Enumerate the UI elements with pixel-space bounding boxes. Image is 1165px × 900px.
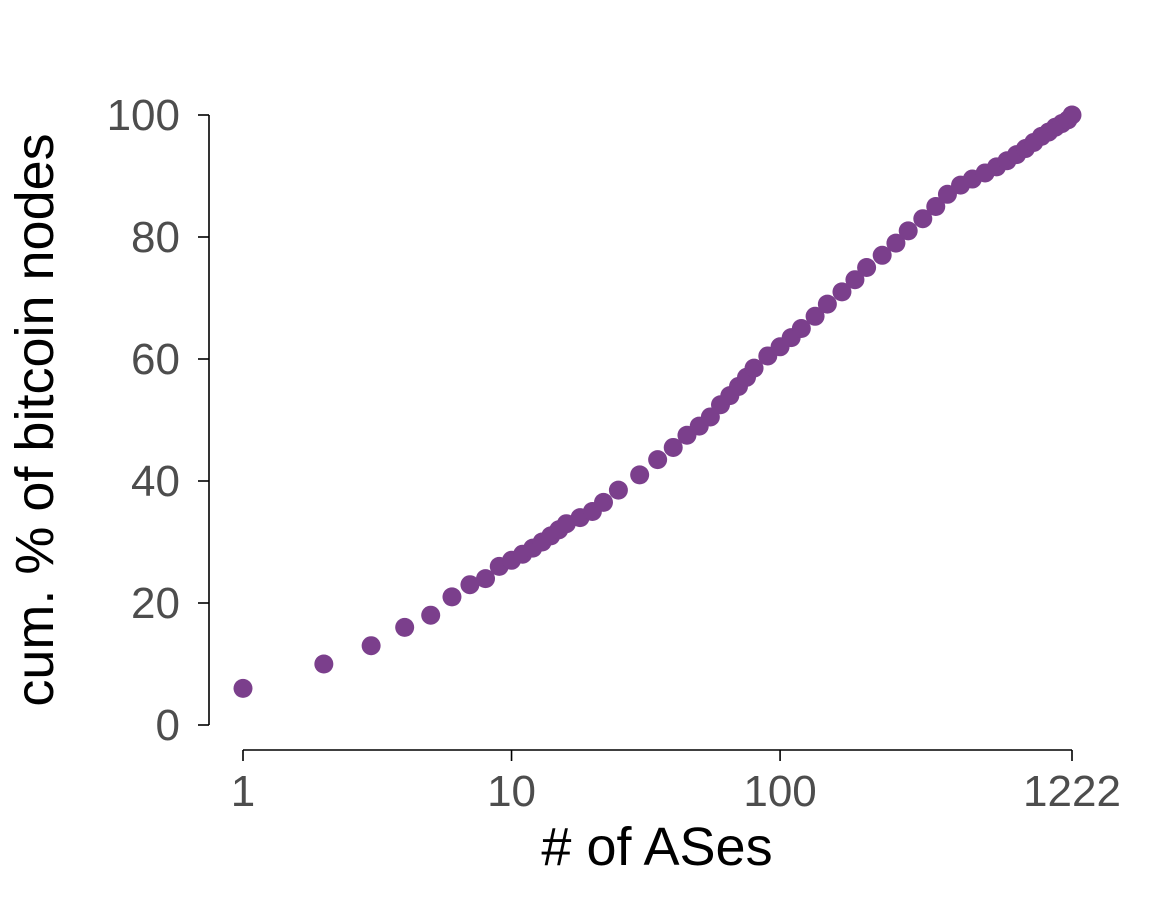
data-point [886, 233, 906, 253]
x-axis-title: # of ASes [541, 817, 772, 877]
data-point [421, 605, 441, 625]
data-point [663, 437, 683, 457]
y-tick-label: 0 [156, 701, 180, 750]
data-point [898, 221, 918, 241]
data-point [648, 450, 668, 470]
data-point [395, 617, 415, 637]
y-tick-label: 60 [131, 335, 180, 384]
y-axis-ticks: 0 20 40 60 80 100 [107, 91, 209, 750]
x-tick-label: 1 [231, 767, 255, 816]
data-point [832, 282, 852, 302]
data-point [593, 492, 613, 512]
x-axis-ticks: 1 10 100 1222 [231, 750, 1121, 816]
y-tick-label: 100 [107, 91, 180, 140]
y-axis-title: cum. % of bitcoin nodes [5, 133, 65, 706]
data-point [913, 209, 933, 229]
data-point [1062, 105, 1082, 125]
data-point [845, 270, 865, 290]
x-tick-label: 10 [487, 767, 536, 816]
data-point [926, 197, 946, 216]
data-point [805, 306, 825, 326]
y-tick-label: 20 [131, 579, 180, 628]
data-point [744, 358, 764, 378]
data-points [233, 105, 1082, 698]
x-tick-label: 100 [743, 767, 816, 816]
data-point [630, 465, 650, 485]
data-point [460, 575, 480, 595]
data-point [476, 569, 496, 589]
data-point [233, 678, 253, 698]
data-point [314, 654, 334, 674]
data-point [857, 258, 877, 277]
y-tick-label: 80 [131, 213, 180, 262]
data-point [361, 636, 381, 656]
data-point [608, 480, 628, 500]
data-point [872, 245, 892, 265]
x-tick-label: 1222 [1023, 767, 1121, 816]
y-tick-label: 40 [131, 457, 180, 506]
data-point [791, 319, 811, 338]
data-point [442, 587, 462, 607]
data-point [817, 294, 837, 314]
